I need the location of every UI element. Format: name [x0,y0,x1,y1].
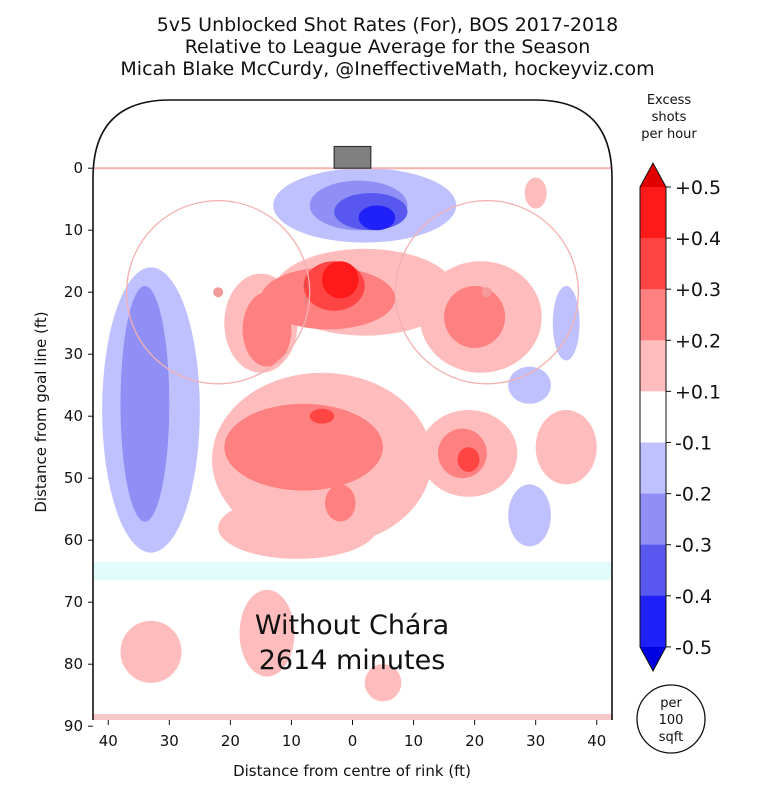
y-tick-label: 10 [64,221,83,239]
y-tick-label: 60 [64,531,83,549]
rink-markings [93,145,612,720]
colorbar-arrow-top [640,163,666,187]
colorbar-tick-label: -0.5 [675,637,712,659]
contour-region-positive [364,664,402,702]
y-tick-label: 70 [64,593,83,611]
shot-rate-contours [102,168,597,702]
y-tick-label: 50 [64,469,83,487]
colorbar-title-line-1: Excess [647,93,692,108]
chart-title: 5v5 Unblocked Shot Rates (For), BOS 2017… [0,14,775,80]
centre-line [93,714,612,720]
x-tick-label: 20 [221,732,240,750]
colorbar-segment [640,493,666,546]
contour-region-negative [508,366,551,404]
annotation-line-1: Without Chára [255,610,449,641]
contour-region-positive [239,589,295,677]
chart-title-line-1: 5v5 Unblocked Shot Rates (For), BOS 2017… [156,14,619,36]
colorbar-tick-label: -0.1 [675,433,712,455]
contour-region-negative [120,286,170,522]
contour-region-positive [309,408,335,424]
colorbar-tick-label: +0.5 [675,177,721,199]
annotation-line-2: 2614 minutes [259,645,446,676]
colorbar-tick-label: +0.1 [675,381,721,403]
colorbar-tick-label: -0.2 [675,484,712,506]
unit-badge-line-2: 100 [659,713,684,728]
colorbar-tick-label: +0.2 [675,330,721,352]
x-tick-label: 20 [465,732,484,750]
colorbar-segment [640,187,666,239]
contour-region-positive [120,620,182,683]
x-tick-label: 30 [526,732,545,750]
contour-region-positive [224,403,384,491]
y-tick-label: 90 [64,717,83,735]
contour-region-positive [444,286,506,348]
y-tick-label: 80 [64,655,83,673]
colorbar-tick-label: +0.4 [675,228,721,250]
contour-region-positive [535,410,597,485]
x-tick-label: 40 [99,732,118,750]
contour-region-positive [325,484,356,522]
colorbar-tick-label: +0.3 [675,279,721,301]
x-tick-label: 30 [160,732,179,750]
goal-net [333,145,372,169]
colorbar-arrow-bottom [640,646,666,671]
y-tick-label: 40 [64,407,83,425]
colorbar-title-line-3: per hour [641,127,697,142]
colorbar-tick-label: -0.3 [675,535,712,557]
axes: 40 30 20 10 0 10 20 30 40 0 10 20 30 40 50 60 70 80 90 [64,159,606,750]
unit-badge-line-1: per [660,696,682,711]
unit-badge-circle [636,684,706,754]
faceoff-circle [125,199,311,385]
y-tick-label: 20 [64,283,83,301]
y-tick-label: 0 [73,159,83,177]
x-tick-label: 40 [587,732,606,750]
colorbar-segment [640,595,666,648]
colorbar-segment [640,340,666,392]
x-tick-label: 0 [348,732,358,750]
contour-region-positive [242,292,292,367]
x-tick-label: 10 [404,732,423,750]
x-axis-label: Distance from centre of rink (ft) [233,762,471,780]
colorbar-segment [640,544,666,597]
colorbar-tick-label: -0.4 [675,586,712,608]
chart-title-line-2: Relative to League Average for the Seaso… [184,36,591,58]
unit-badge-line-3: sqft [659,730,683,745]
x-tick-label: 10 [282,732,301,750]
contour-region-negative [508,484,551,547]
blue-line [93,561,612,581]
faceoff-circle [394,199,580,385]
colorbar-segment [640,442,666,495]
colorbar-segment [640,391,666,443]
annotation: Without Chára 2614 minutes [255,610,449,676]
contour-region-positive [321,261,359,299]
chart-title-line-3: Micah Blake McCurdy, @IneffectiveMath, h… [120,58,655,80]
colorbar-segment [640,289,666,341]
colorbar: Excess shots per hour +0.5 +0.4 +0.3 +0.2 +0… [639,93,721,672]
unit-badge: per 100 sqft [636,684,706,754]
contour-region-positive [457,447,480,472]
faceoff-dot [213,287,224,298]
contour-region-neutral [297,348,322,373]
rink-boards [92,99,613,720]
contour-region-positive [524,177,547,209]
colorbar-segment [640,238,666,290]
faceoff-dot [481,287,492,298]
contour-region-negative [358,205,396,231]
y-tick-label: 30 [64,345,83,363]
plot-area [92,99,613,720]
contour-region-negative [552,286,580,361]
colorbar-title-line-2: shots [652,110,687,125]
y-axis-label: Distance from goal line (ft) [32,311,50,512]
